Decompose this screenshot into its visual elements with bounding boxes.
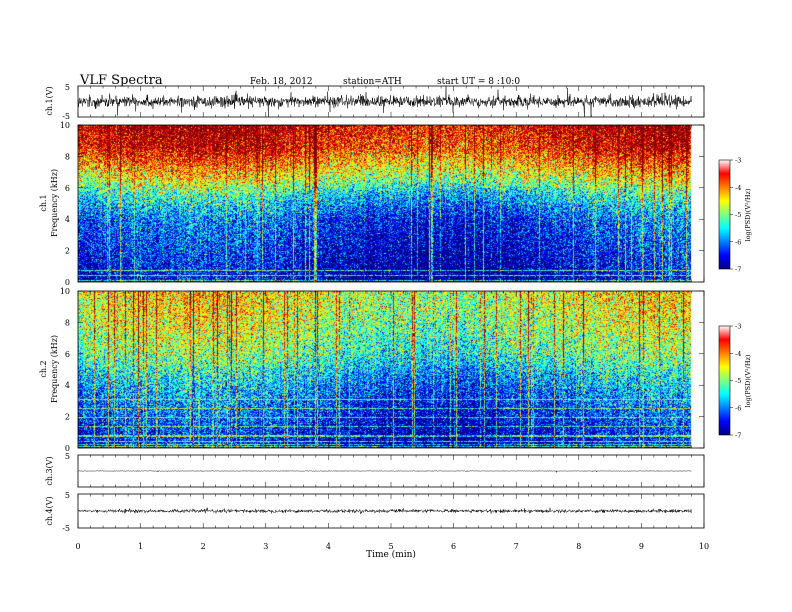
station-label: station=ATH [343,77,402,87]
freq-tick-label: 8 [65,152,70,161]
ch1-spectrogram-image [78,125,704,282]
x-tick-label: 10 [699,542,709,551]
figure-title: VLF Spectra [79,73,163,88]
ch4-ytick-top: 5 [65,491,70,500]
x-tick-label: 8 [576,542,581,551]
freq-tick-label: 10 [60,121,70,130]
x-axis-label: Time (min) [366,549,416,560]
x-tick-label: 3 [263,542,268,551]
ch1-waveform-ylabel: ch.1(V) [45,86,54,115]
colorbar-tick-label: -4 [735,184,741,192]
x-tick-label: 1 [138,542,143,551]
ch2-spectrogram-ylabel: Frequency (kHz) [50,335,59,403]
ch4-waveform-ylabel: ch.4(V) [45,496,54,525]
colorbar-tick-label: -7 [735,266,741,274]
colorbar-tick-label: -7 [735,432,741,440]
colorbar-tick-label: -3 [735,323,741,331]
freq-tick-label: 2 [65,413,70,422]
ch1-colorbar-label: log(PSD)(V²/Hz) [744,188,752,241]
ch4-ytick-bottom: -5 [62,524,70,533]
ch1-spectrogram-ylabel: Frequency (kHz) [50,169,59,237]
x-tick-label: 5 [388,542,393,551]
time-axis: 0 1 2 3 4 5 6 7 8 9 10 [75,542,709,551]
x-tick-label: 6 [451,542,456,551]
x-tick-label: 7 [514,542,519,551]
ch1-ytick-top: 5 [65,83,70,92]
ch2-colorbar-label: log(PSD)(V²/Hz) [744,354,752,407]
freq-tick-label: 0 [65,444,70,453]
freq-tick-label: 6 [65,350,70,359]
ch2-colorbar-ticks: -3 -4 -5 -6 -7 [730,323,741,440]
ch1-ytick-bottom: -5 [62,112,70,121]
colorbar-tick-label: -5 [735,377,741,385]
ch1-waveform-panel: ch.1(V) 5 -5 [45,83,705,121]
freq-tick-label: 0 [65,278,70,287]
ch4-waveform-trace [77,507,692,515]
x-tick-label: 2 [201,542,206,551]
ch3-ytick-top: 5 [65,452,70,461]
ch2-spectrogram-yticks: 0 2 4 6 8 10 [60,287,704,453]
ch1-spectrogram-yticks: 0 2 4 6 8 10 [60,121,704,287]
colorbar-tick-label: -5 [735,211,741,219]
freq-tick-label: 6 [65,184,70,193]
ch3-waveform-trace [77,469,692,473]
ch1-colorbar [718,159,731,270]
ch1-spectrogram-ylabel-channel: ch.1 [39,194,48,211]
ch1-colorbar-ticks: -3 -4 -5 -6 -7 [730,157,741,274]
freq-tick-label: 4 [65,215,70,224]
ch1-waveform-trace [77,85,692,118]
freq-tick-label: 2 [65,247,70,256]
colorbar-tick-label: -6 [735,404,741,412]
start-time-label: start UT = 8 :10:0 [437,77,520,87]
x-tick-label: 4 [326,542,331,551]
x-tick-label: 0 [75,542,80,551]
colorbar-tick-label: -6 [735,238,741,246]
ch2-spectrogram-image [78,291,704,448]
freq-tick-label: 10 [60,287,70,296]
ch4-waveform-panel: ch.4(V) 5 -5 [45,491,705,533]
ch2-colorbar [718,325,731,436]
x-tick-label: 9 [639,542,644,551]
ch3-waveform-ylabel: ch.3(V) [45,456,54,485]
freq-tick-label: 8 [65,318,70,327]
date-label: Feb. 18, 2012 [250,77,313,87]
ch3-waveform-panel: ch.3(V) 5 [45,452,705,488]
time-axis-tickmarks [77,86,705,528]
colorbar-tick-label: -4 [735,350,741,358]
freq-tick-label: 4 [65,381,70,390]
colorbar-tick-label: -3 [735,157,741,165]
ch2-spectrogram-ylabel-channel: ch.2 [39,360,48,377]
